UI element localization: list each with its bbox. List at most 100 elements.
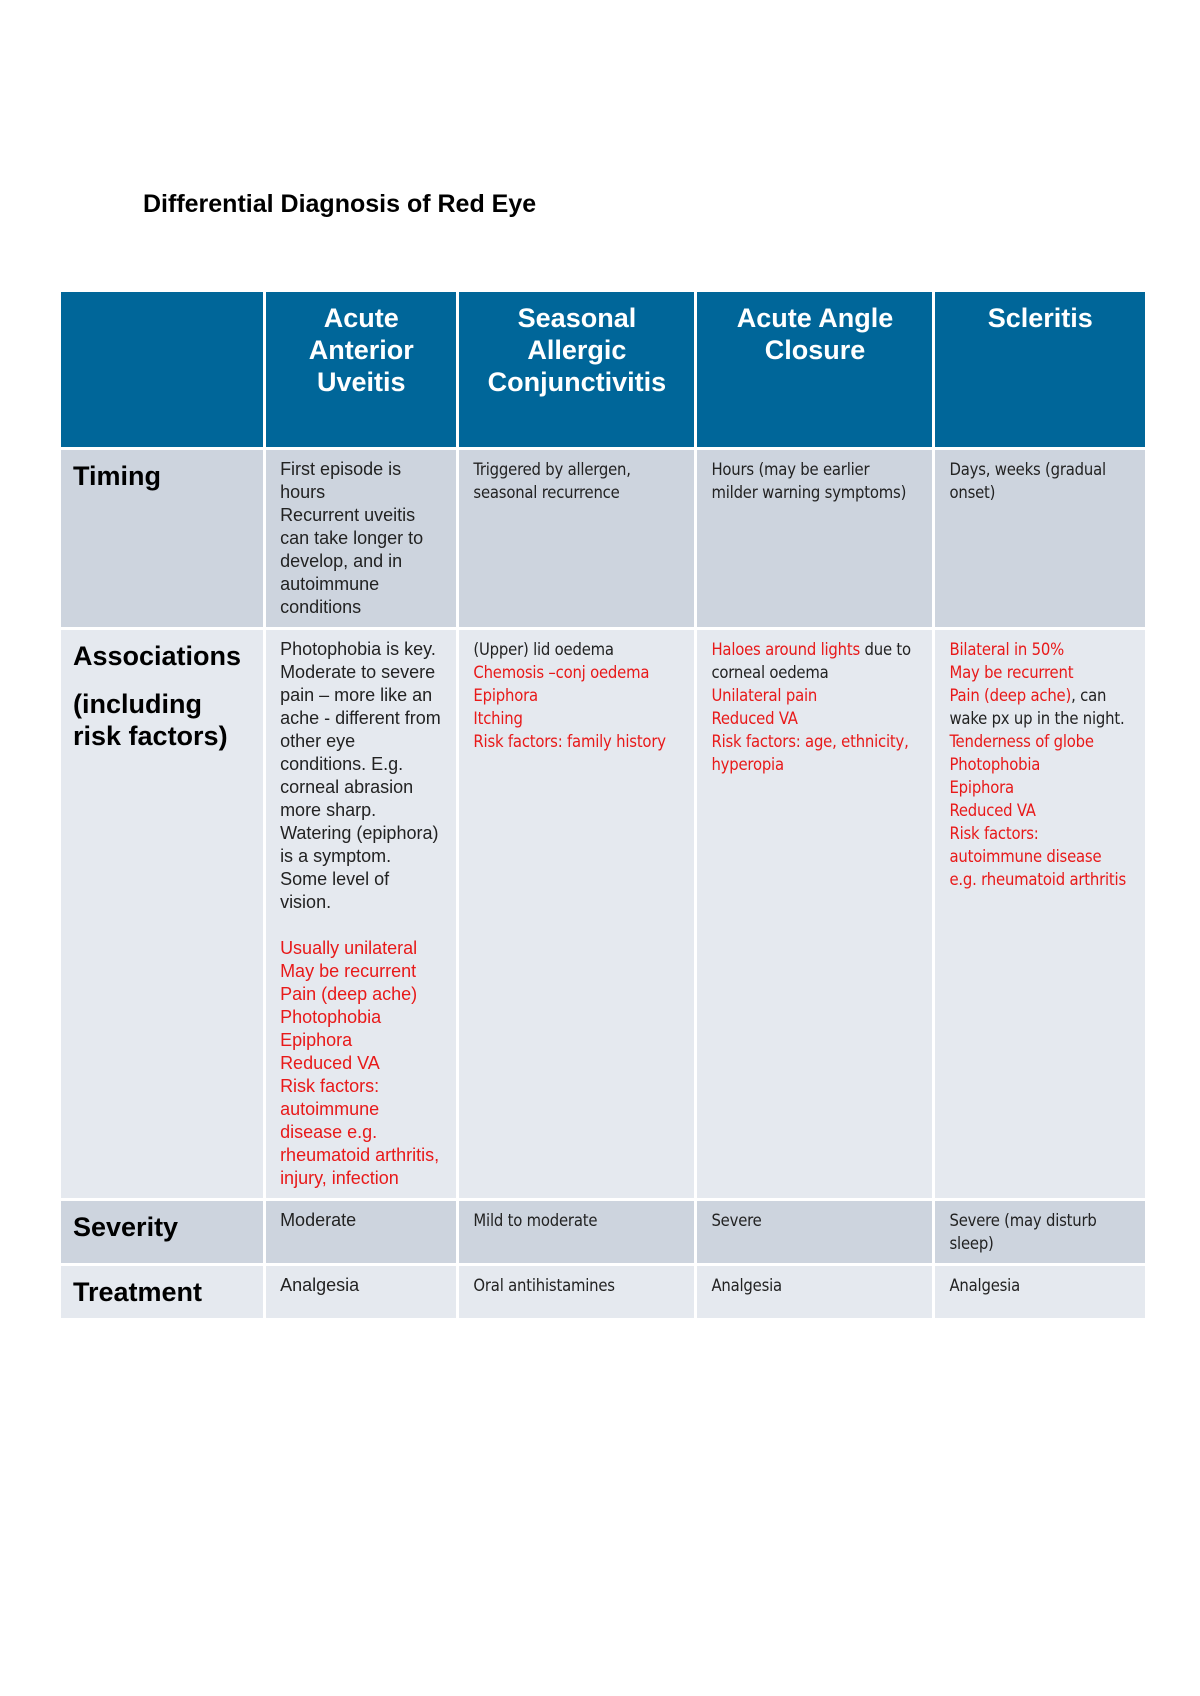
cell-text: Unilateral pain — [711, 686, 818, 705]
cell-text: Analgesia — [280, 1275, 360, 1295]
cell-text: Pain (deep ache) — [280, 984, 418, 1004]
row-label-line: Timing — [73, 461, 162, 491]
cell-text: Epiphora — [949, 778, 1014, 797]
cell-text: Risk factors: autoimmune disease e.g. rh… — [280, 1076, 440, 1188]
table-cell: Oral antihistamines — [459, 1266, 695, 1318]
cell-text: Oral antihistamines — [473, 1276, 615, 1295]
row-label: Associations (including risk factors) — [61, 630, 264, 1198]
cell-text: Some level of vision. — [280, 869, 390, 912]
cell-line: Epiphora — [280, 1029, 442, 1052]
cell-text: Itching — [473, 709, 523, 728]
cell-text: Photophobia — [280, 1007, 382, 1027]
table-cell: First episode is hours Recurrent uveitis … — [266, 450, 457, 627]
row-label-line: (including risk factors) — [73, 689, 228, 751]
cell-line: Risk factors: autoimmune disease e.g. rh… — [949, 822, 1131, 891]
cell-text: Severe — [711, 1211, 762, 1230]
table-row: Severity Moderate Mild to moderate Severe Se… — [61, 1201, 1145, 1263]
table-cell: (Upper) lid oedema Chemosis –conj oedema E… — [459, 630, 695, 1198]
cell-text: (Upper) lid oedema — [473, 640, 614, 659]
cell-text: Severe (may disturb sleep) — [949, 1211, 1097, 1253]
cell-line: Risk factors: family history — [473, 730, 680, 753]
cell-line: Analgesia — [711, 1274, 918, 1297]
cell-text: Risk factors: family history — [473, 732, 666, 751]
cell-line: (Upper) lid oedema — [473, 638, 680, 661]
table-cell: Analgesia — [697, 1266, 933, 1318]
cell-line: Pain (deep ache), can wake px up in the … — [949, 684, 1131, 730]
cell-text: Pain (deep ache) — [949, 686, 1072, 705]
cell-line: Oral antihistamines — [473, 1274, 680, 1297]
table-cell: Triggered by allergen, seasonal recurren… — [459, 450, 695, 627]
table-row: Timing First episode is hours Recurrent uv… — [61, 450, 1145, 627]
cell-line: May be recurrent — [280, 960, 442, 983]
cell-text: Moderate to severe pain – more like an a… — [280, 662, 441, 820]
row-label-line: Associations — [73, 641, 242, 671]
cell-line: First episode is hours — [280, 458, 442, 504]
cell-text: Moderate — [280, 1210, 357, 1230]
cell-line: Unilateral pain — [711, 684, 918, 707]
cell-text: Haloes around lights — [711, 640, 861, 659]
cell-line: Severe (may disturb sleep) — [949, 1209, 1131, 1255]
cell-text: Reduced VA — [280, 1053, 380, 1073]
cell-text: Usually unilateral — [280, 938, 418, 958]
cell-line: Analgesia — [280, 1274, 442, 1297]
table-row: Associations (including risk factors) Phot… — [61, 630, 1145, 1198]
table-cell: Severe — [697, 1201, 933, 1263]
table-cell: Photophobia is key. Moderate to severe pa… — [266, 630, 457, 1198]
cell-text: Photophobia — [949, 755, 1041, 774]
cell-line: Recurrent uveitis can take longer to dev… — [280, 504, 442, 619]
cell-line: Days, weeks (gradual onset) — [949, 458, 1131, 504]
table-cell: Haloes around lights due to corneal oede… — [697, 630, 933, 1198]
cell-line: Risk factors: age, ethnicity, hyperopia — [711, 730, 918, 776]
cell-line: Reduced VA — [949, 799, 1131, 822]
cell-line: Itching — [473, 707, 680, 730]
row-label-line: Treatment — [73, 1277, 203, 1307]
cell-line: Pain (deep ache) — [280, 983, 442, 1006]
cell-line: Photophobia — [949, 753, 1131, 776]
cell-text: Analgesia — [711, 1276, 782, 1295]
column-header: Scleritis — [935, 292, 1145, 447]
cell-line: Hours (may be earlier milder warning sym… — [711, 458, 918, 504]
cell-line: Reduced VA — [711, 707, 918, 730]
table-cell: Bilateral in 50% May be recurrent Pain (de… — [935, 630, 1145, 1198]
cell-line: Moderate — [280, 1209, 442, 1232]
cell-text: Hours (may be earlier milder warning sym… — [711, 460, 907, 502]
cell-line: Photophobia — [280, 1006, 442, 1029]
cell-text: Recurrent uveitis can take longer to dev… — [280, 505, 424, 617]
cell-text: Reduced VA — [949, 801, 1036, 820]
cell-text: due to corneal oedema — [711, 640, 911, 682]
cell-line: Watering (epiphora) is a symptom. — [280, 822, 442, 868]
cell-line: Some level of vision. — [280, 868, 442, 914]
cell-text: Triggered by allergen, seasonal recurren… — [473, 460, 631, 502]
cell-line: Risk factors: autoimmune disease e.g. rh… — [280, 1075, 442, 1190]
table-cell: Severe (may disturb sleep) — [935, 1201, 1145, 1263]
cell-line: Analgesia — [949, 1274, 1131, 1297]
cell-text: Days, weeks (gradual onset) — [949, 460, 1106, 502]
table-cell: Analgesia — [266, 1266, 457, 1318]
cell-line: Severe — [711, 1209, 918, 1232]
header-cell — [61, 292, 264, 447]
cell-line: Epiphora — [949, 776, 1131, 799]
cell-text: Chemosis –conj oedema — [473, 663, 650, 682]
row-label: Timing — [61, 450, 264, 627]
table-row: Treatment Analgesia Oral antihistamines Ana… — [61, 1266, 1145, 1318]
table-cell: Analgesia — [935, 1266, 1145, 1318]
cell-text: Risk factors: age, ethnicity, hyperopia — [711, 732, 909, 774]
column-header: Acute Anterior Uveitis — [266, 292, 457, 447]
cell-text: Analgesia — [949, 1276, 1020, 1295]
cell-line: Chemosis –conj oedema — [473, 661, 680, 684]
diagnosis-table: Acute Anterior Uveitis Seasonal Allergic … — [58, 289, 1148, 1321]
cell-line: Usually unilateral — [280, 937, 442, 960]
cell-text: Tenderness of globe — [949, 732, 1094, 751]
table-cell: Moderate — [266, 1201, 457, 1263]
cell-line: Mild to moderate — [473, 1209, 680, 1232]
cell-text: Reduced VA — [711, 709, 798, 728]
cell-line: May be recurrent — [949, 661, 1131, 684]
cell-text: Epiphora — [473, 686, 538, 705]
cell-text: Bilateral in 50% — [949, 640, 1065, 659]
cell-line: Photophobia is key. — [280, 638, 442, 661]
cell-text: Watering (epiphora) is a symptom. — [280, 823, 439, 866]
cell-line: Tenderness of globe — [949, 730, 1131, 753]
row-label: Severity — [61, 1201, 264, 1263]
cell-text: Epiphora — [280, 1030, 353, 1050]
header-row: Acute Anterior Uveitis Seasonal Allergic … — [61, 292, 1145, 447]
